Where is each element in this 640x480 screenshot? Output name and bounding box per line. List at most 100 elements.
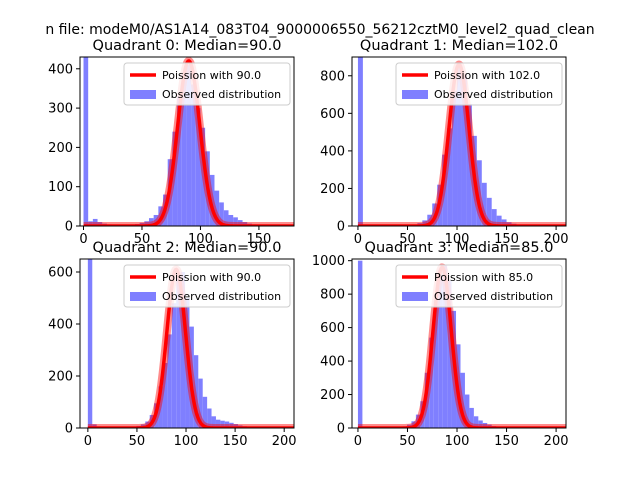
legend-hist-label: Observed distribution	[162, 88, 281, 101]
y-tick-label: 300	[48, 102, 73, 117]
x-tick-label: 200	[272, 434, 297, 449]
x-tick-label: 200	[544, 434, 569, 449]
x-tick-label: 0	[354, 232, 362, 247]
hist-bar	[223, 210, 229, 226]
quadrant-panel-1: 0 50 100 150 200 0 200 400 600 800 Poission with 1…	[320, 38, 568, 247]
y-tick-label: 200	[48, 370, 73, 385]
hist-bar	[167, 334, 172, 428]
hist-bar	[469, 407, 474, 428]
x-tick-label: 50	[399, 232, 416, 247]
hist-bar	[501, 219, 507, 226]
axes-frame	[351, 258, 567, 429]
hist-bar	[478, 420, 483, 428]
hist-bar	[461, 75, 467, 226]
hist-bar	[172, 131, 178, 226]
axes-frame	[351, 56, 567, 227]
hist-bar	[200, 127, 206, 226]
hist-bar	[229, 422, 234, 428]
y-tick-label: 400	[48, 62, 73, 77]
hist-bar	[482, 422, 488, 428]
x-tick-label: 150	[247, 232, 272, 247]
legend: Poission with 85.0 Observed distribution	[395, 264, 563, 308]
x-tick-label: 100	[445, 434, 470, 449]
legend-hist-label: Observed distribution	[434, 290, 553, 303]
hist-bar	[466, 103, 472, 226]
hist-bar	[496, 215, 502, 226]
x-tick-label: 0	[79, 232, 87, 247]
hist-bar	[83, 57, 89, 226]
y-tick-label: 100	[48, 180, 73, 195]
hist-bar	[148, 218, 154, 226]
x-tick-label: 50	[399, 434, 416, 449]
x-tick-label: 50	[129, 434, 146, 449]
x-tick-label: 0	[354, 434, 362, 449]
hist-bar	[209, 174, 215, 226]
poisson-curve	[356, 265, 566, 428]
hist-bar	[219, 202, 224, 226]
hist-bar	[144, 221, 149, 226]
hist-bar	[424, 372, 430, 428]
x-tick-label: 50	[134, 232, 151, 247]
hist-bar	[191, 84, 196, 226]
hist-bar	[411, 421, 416, 428]
y-tick-label: 0	[65, 422, 73, 437]
hist-bar	[438, 275, 443, 428]
poisson-curve	[81, 59, 294, 226]
hist-bar	[97, 222, 103, 226]
axes-frame	[79, 258, 295, 429]
hist-bar	[460, 372, 465, 428]
hist-bar	[447, 280, 452, 428]
hist-bar	[476, 160, 482, 226]
hist-bar	[357, 260, 363, 428]
hist-bar	[481, 182, 487, 226]
y-tick-label: 0	[337, 220, 345, 235]
panels: 0 50 100 150 0 100 200 300 400 Poission with 90.0…	[48, 38, 568, 449]
panel-title: Quadrant 2: Median=90.0	[93, 240, 282, 256]
hist-bar	[87, 259, 93, 428]
hist-bar	[427, 214, 433, 226]
hist-bar	[224, 421, 230, 428]
hist-bar	[433, 300, 439, 428]
hist-bar	[457, 64, 462, 226]
hist-bar	[442, 265, 448, 428]
legend-box	[123, 62, 291, 106]
y-tick-label: 800	[320, 288, 345, 303]
hist-bar	[442, 154, 448, 226]
hist-bar	[198, 378, 203, 428]
x-tick-label: 150	[494, 434, 519, 449]
panel-title: Quadrant 3: Median=85.0	[365, 240, 554, 256]
y-tick-label: 400	[48, 318, 73, 333]
hist-bar	[242, 222, 248, 226]
x-tick-label: 200	[544, 232, 569, 247]
legend: Poission with 102.0 Observed distribution	[395, 62, 563, 106]
legend-line-label: Poission with 90.0	[162, 271, 261, 284]
y-tick-label: 600	[320, 107, 345, 122]
poisson-curve	[86, 267, 294, 428]
histogram-bars	[83, 57, 276, 226]
hist-bar	[177, 96, 182, 226]
hist-bar	[486, 197, 492, 226]
legend-box	[123, 264, 291, 308]
hist-bar	[180, 272, 186, 428]
hist-bar	[422, 220, 428, 226]
y-tick-label: 200	[48, 141, 73, 156]
y-tick-label: 0	[337, 422, 345, 437]
hist-bar	[452, 90, 458, 226]
y-tick-label: 400	[320, 144, 345, 159]
axes-frame	[79, 56, 295, 227]
hist-bar	[92, 424, 97, 428]
hist-bar	[88, 221, 93, 226]
hist-bar	[202, 396, 208, 428]
hist-bar	[162, 363, 168, 428]
hist-bar	[357, 57, 363, 226]
hist-bar	[158, 386, 163, 428]
legend-line-label: Poission with 85.0	[434, 271, 533, 284]
hist-bar	[215, 419, 221, 428]
hist-bar	[506, 222, 512, 226]
quadrant-panel-0: 0 50 100 150 0 100 200 300 400 Poission with 90.0…	[48, 38, 295, 247]
hist-bar	[207, 408, 212, 428]
y-tick-label: 400	[320, 355, 345, 370]
x-tick-label: 100	[445, 232, 470, 247]
hist-bar	[233, 217, 238, 226]
hist-bar	[214, 190, 220, 226]
